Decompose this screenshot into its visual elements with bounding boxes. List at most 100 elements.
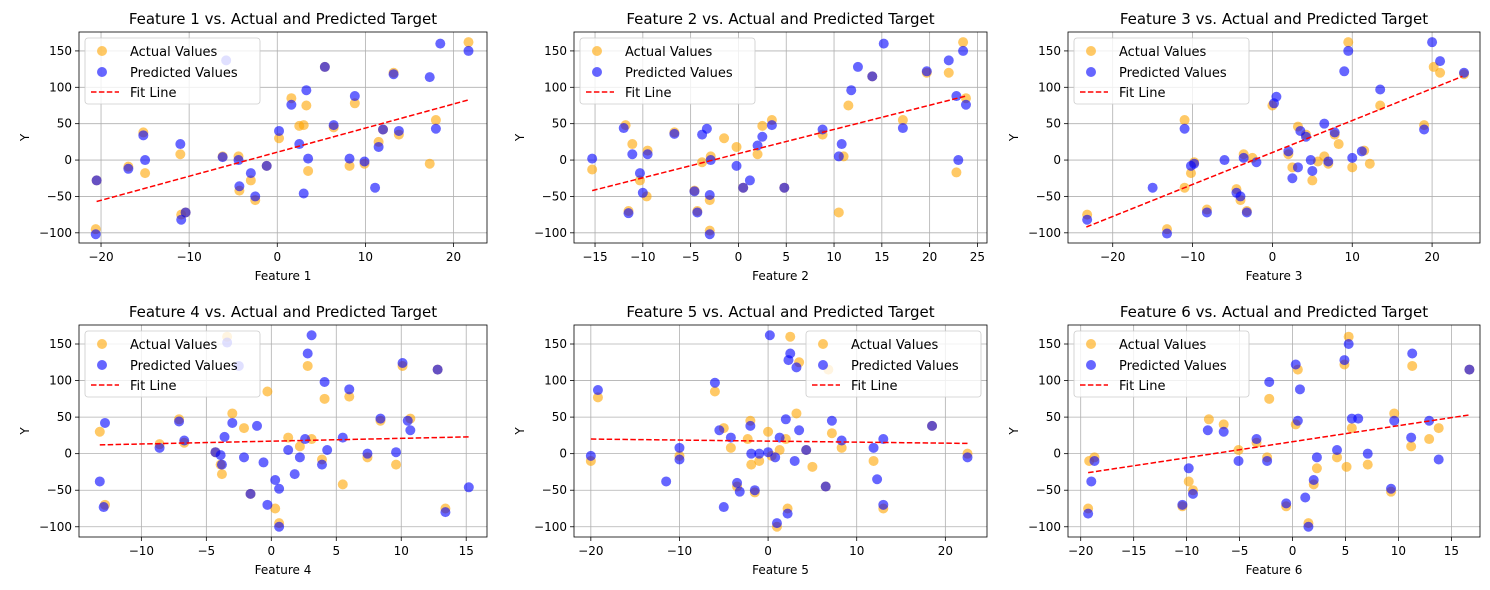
legend-fit-label: Fit Line — [625, 86, 671, 101]
predicted-point — [349, 91, 360, 102]
predicted-point — [1347, 152, 1358, 163]
predicted-point — [179, 435, 190, 446]
y-axis-label: Y — [513, 133, 527, 142]
y-tick-label: 0 — [1053, 447, 1061, 461]
predicted-point — [1271, 91, 1282, 102]
x-tick-label: 5 — [332, 544, 340, 558]
actual-point — [791, 408, 802, 419]
predicted-point — [1427, 37, 1438, 48]
actual-point — [785, 331, 796, 342]
legend-fit-label: Fit Line — [1119, 86, 1165, 101]
legend-actual-marker — [818, 339, 828, 349]
y-tick-label: −100 — [534, 520, 567, 534]
y-axis-label: Y — [1007, 427, 1021, 436]
x-tick-label: 10 — [849, 544, 864, 558]
predicted-point — [140, 155, 151, 166]
actual-point — [1407, 360, 1418, 371]
predicted-point — [618, 123, 629, 134]
predicted-point — [174, 416, 185, 427]
predicted-point — [1329, 127, 1340, 138]
y-axis-label: Y — [18, 427, 32, 436]
actual-point — [1428, 61, 1439, 72]
predicted-point — [405, 425, 416, 436]
x-tick-label: 10 — [1345, 250, 1360, 264]
predicted-point — [123, 163, 134, 174]
predicted-point — [592, 385, 603, 396]
predicted-point — [435, 38, 446, 49]
y-tick-label: 100 — [49, 374, 72, 388]
legend-actual-label: Actual Values — [130, 45, 218, 60]
actual-point — [1333, 139, 1344, 150]
legend-fit-label: Fit Line — [1119, 379, 1165, 394]
predicted-point — [1353, 413, 1364, 424]
x-tick-label: −20 — [578, 544, 603, 558]
predicted-point — [397, 358, 408, 369]
predicted-point — [176, 214, 187, 225]
predicted-point — [1183, 463, 1194, 474]
x-tick-label: 20 — [1424, 250, 1439, 264]
actual-point — [337, 479, 348, 490]
y-tick-label: 100 — [1038, 80, 1061, 94]
predicted-point — [783, 355, 794, 366]
actual-point — [725, 442, 736, 453]
legend-fit-label: Fit Line — [130, 379, 176, 394]
predicted-point — [1319, 118, 1330, 129]
predicted-point — [440, 507, 451, 518]
predicted-point — [274, 125, 285, 136]
predicted-point — [370, 182, 381, 193]
predicted-point — [1433, 454, 1444, 465]
predicted-point — [1406, 432, 1417, 443]
axes-frame — [1067, 324, 1481, 538]
predicted-point — [1362, 448, 1373, 459]
axes-frame — [78, 324, 488, 538]
actual-point — [1341, 461, 1352, 472]
actual-point — [958, 37, 969, 48]
points — [94, 330, 474, 532]
predicted-point — [732, 477, 743, 488]
predicted-point — [692, 207, 703, 218]
actual-point — [344, 160, 355, 171]
actual-point — [298, 120, 309, 131]
legend-actual-marker — [1086, 339, 1096, 349]
actual-point — [262, 386, 273, 397]
y-tick-label: −50 — [1036, 483, 1061, 497]
y-tick-label: 150 — [1038, 337, 1061, 351]
x-tick-label: −10 — [630, 250, 655, 264]
predicted-point — [1292, 162, 1303, 173]
actual-point — [592, 392, 603, 403]
predicted-point — [1189, 158, 1200, 169]
predicted-point — [424, 72, 435, 83]
predicted-point — [960, 99, 971, 110]
y-tick-label: 50 — [1046, 410, 1061, 424]
predicted-point — [704, 229, 715, 240]
predicted-point — [283, 445, 294, 456]
fit-line — [1086, 75, 1463, 228]
actual-point — [826, 428, 837, 439]
legend-predicted-marker — [97, 67, 107, 77]
predicted-point — [1339, 355, 1350, 366]
y-tick-label: 150 — [49, 44, 72, 58]
predicted-point — [1308, 474, 1319, 485]
y-tick-label: −100 — [39, 520, 72, 534]
y-tick-label: −100 — [1028, 226, 1061, 240]
predicted-point — [261, 160, 272, 171]
legend-predicted-label: Predicted Values — [1119, 359, 1227, 374]
predicted-point — [752, 140, 763, 151]
predicted-point — [1177, 499, 1188, 510]
actual-point — [627, 139, 638, 150]
predicted-point — [1187, 488, 1198, 499]
x-axis-label: Feature 1 — [255, 269, 312, 283]
legend: Actual Values Predicted Values Fit Line — [805, 330, 982, 398]
chart-title: Feature 1 vs. Actual and Predicted Targe… — [129, 10, 437, 28]
actual-point — [833, 207, 844, 218]
predicted-point — [921, 66, 932, 77]
predicted-point — [286, 99, 297, 110]
predicted-point — [234, 181, 245, 192]
y-tick-label: 100 — [1038, 374, 1061, 388]
x-tick-label: 10 — [826, 250, 841, 264]
predicted-point — [771, 518, 782, 529]
actual-point — [1264, 393, 1275, 404]
legend-predicted-marker — [1086, 67, 1096, 77]
predicted-point — [962, 452, 973, 463]
